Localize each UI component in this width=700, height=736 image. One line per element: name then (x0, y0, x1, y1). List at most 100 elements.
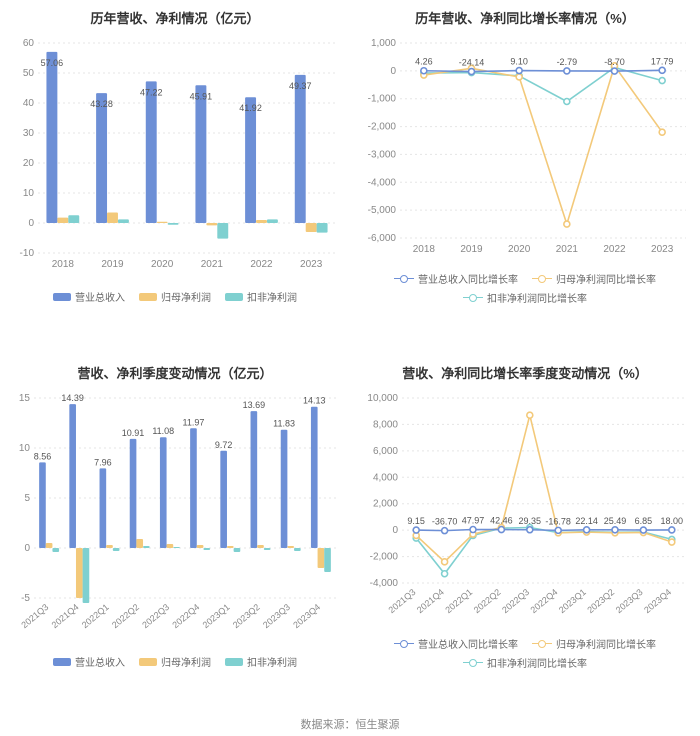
chart-title: 营收、净利季度变动情况（亿元） (6, 363, 344, 382)
svg-text:11.97: 11.97 (183, 417, 205, 427)
svg-text:2022: 2022 (603, 244, 626, 255)
svg-text:6,000: 6,000 (373, 446, 398, 457)
swatch-rect-icon (225, 658, 243, 666)
svg-text:2018: 2018 (413, 244, 436, 255)
svg-text:17.79: 17.79 (651, 56, 674, 66)
svg-text:2023Q2: 2023Q2 (231, 602, 262, 630)
svg-text:14.39: 14.39 (61, 393, 84, 403)
chart-grid: 历年营收、净利情况（亿元） -10010203040506057.0620184… (0, 0, 700, 710)
chart-title: 营收、净利同比增长率季度变动情况（%） (356, 363, 694, 382)
svg-text:2021Q3: 2021Q3 (19, 602, 50, 630)
svg-text:2022Q2: 2022Q2 (472, 587, 503, 615)
svg-text:0: 0 (392, 525, 398, 536)
svg-text:18.00: 18.00 (661, 516, 684, 526)
svg-text:-5: -5 (21, 593, 30, 604)
swatch-rect-icon (139, 658, 157, 666)
svg-text:10: 10 (19, 443, 31, 454)
svg-text:9.72: 9.72 (215, 440, 233, 450)
legend-label: 扣非净利润同比增长率 (487, 290, 587, 305)
svg-text:8.56: 8.56 (34, 451, 52, 461)
legend-label: 营业总收入同比增长率 (418, 271, 518, 286)
legend-item-revenue: 营业总收入 (53, 654, 125, 669)
legend-label: 营业总收入 (75, 289, 125, 304)
panel-quarterly-revenue: 营收、净利季度变动情况（亿元） -50510158.562021Q314.392… (0, 355, 350, 710)
legend-item-rev-growth: 营业总收入同比增长率 (394, 271, 518, 286)
svg-text:49.37: 49.37 (289, 81, 312, 91)
legend-item-adjprofit: 扣非净利润 (225, 289, 297, 304)
svg-text:2021Q3: 2021Q3 (387, 587, 418, 615)
svg-text:2022Q3: 2022Q3 (140, 602, 171, 630)
panel-annual-growth: 历年营收、净利同比增长率情况（%） -6,000-5,000-4,000-3,0… (350, 0, 700, 355)
svg-text:47.22: 47.22 (140, 87, 163, 97)
svg-text:2023Q3: 2023Q3 (614, 587, 645, 615)
svg-text:4.26: 4.26 (415, 57, 433, 67)
svg-text:50: 50 (23, 68, 35, 79)
svg-text:2021Q4: 2021Q4 (50, 602, 81, 630)
svg-text:11.83: 11.83 (273, 419, 295, 429)
svg-text:2022Q4: 2022Q4 (529, 587, 560, 615)
svg-text:2023: 2023 (300, 259, 323, 270)
svg-text:2022Q1: 2022Q1 (80, 602, 111, 630)
legend-item-rev-growth: 营业总收入同比增长率 (394, 636, 518, 651)
svg-text:0: 0 (28, 218, 34, 229)
svg-text:-5,000: -5,000 (368, 205, 397, 216)
swatch-rect-icon (53, 658, 71, 666)
svg-text:-8.70: -8.70 (604, 57, 625, 67)
svg-text:-2,000: -2,000 (370, 552, 399, 563)
svg-text:2022Q2: 2022Q2 (110, 602, 141, 630)
svg-text:-24.14: -24.14 (459, 58, 485, 68)
legend-item-netprofit: 归母净利润 (139, 289, 211, 304)
svg-text:2023: 2023 (651, 244, 674, 255)
panel-annual-revenue: 历年营收、净利情况（亿元） -10010203040506057.0620184… (0, 0, 350, 355)
legend-label: 归母净利润 (161, 654, 211, 669)
svg-text:11.08: 11.08 (152, 426, 174, 436)
legend-label: 归母净利润同比增长率 (556, 636, 656, 651)
svg-text:57.06: 57.06 (41, 58, 64, 68)
legend-tl: 营业总收入 归母净利润 扣非净利润 (6, 289, 344, 304)
swatch-line-icon (532, 643, 552, 644)
swatch-line-icon (532, 278, 552, 279)
svg-text:0: 0 (24, 543, 30, 554)
svg-text:2021Q4: 2021Q4 (415, 587, 446, 615)
svg-text:-2,000: -2,000 (368, 122, 397, 133)
svg-text:20: 20 (23, 158, 35, 169)
svg-text:25.49: 25.49 (604, 516, 627, 526)
svg-text:4,000: 4,000 (373, 472, 398, 483)
legend-item-revenue: 营业总收入 (53, 289, 125, 304)
swatch-line-icon (394, 278, 414, 279)
svg-text:2022Q1: 2022Q1 (443, 587, 474, 615)
panel-quarterly-growth: 营收、净利同比增长率季度变动情况（%） -4,000-2,00002,0004,… (350, 355, 700, 710)
swatch-rect-icon (53, 293, 71, 301)
svg-text:41.92: 41.92 (239, 103, 262, 113)
svg-text:43.28: 43.28 (90, 99, 113, 109)
swatch-line-icon (463, 297, 483, 298)
svg-text:10: 10 (23, 188, 35, 199)
svg-text:2023Q1: 2023Q1 (201, 602, 232, 630)
svg-text:2022: 2022 (250, 259, 273, 270)
svg-text:14.13: 14.13 (303, 396, 326, 406)
data-source-footer: 数据来源：恒生聚源 (0, 710, 700, 736)
chart-canvas-bl: -50510158.562021Q314.392021Q47.962022Q11… (6, 388, 344, 648)
chart-canvas-br: -4,000-2,00002,0004,0006,0008,00010,0009… (356, 388, 694, 630)
svg-text:2019: 2019 (460, 244, 483, 255)
legend-label: 营业总收入 (75, 654, 125, 669)
svg-text:7.96: 7.96 (94, 457, 112, 467)
swatch-line-icon (394, 643, 414, 644)
svg-text:-1,000: -1,000 (368, 94, 397, 105)
svg-text:5: 5 (24, 493, 30, 504)
swatch-line-icon (463, 662, 483, 663)
svg-text:2023Q4: 2023Q4 (291, 602, 322, 630)
svg-text:2023Q3: 2023Q3 (261, 602, 292, 630)
svg-text:2022Q3: 2022Q3 (500, 587, 531, 615)
svg-text:29.35: 29.35 (519, 516, 542, 526)
svg-text:-4,000: -4,000 (368, 177, 397, 188)
svg-text:22.14: 22.14 (575, 516, 598, 526)
svg-text:1,000: 1,000 (371, 38, 396, 49)
svg-text:2018: 2018 (52, 259, 75, 270)
legend-item-adj-growth: 扣非净利润同比增长率 (463, 655, 587, 670)
legend-tr: 营业总收入同比增长率 归母净利润同比增长率 扣非净利润同比增长率 (356, 271, 694, 305)
chart-canvas-tl: -10010203040506057.06201843.28201947.222… (6, 33, 344, 283)
svg-text:-2.79: -2.79 (557, 57, 578, 67)
svg-text:2020: 2020 (508, 244, 531, 255)
svg-text:42.46: 42.46 (490, 516, 513, 526)
